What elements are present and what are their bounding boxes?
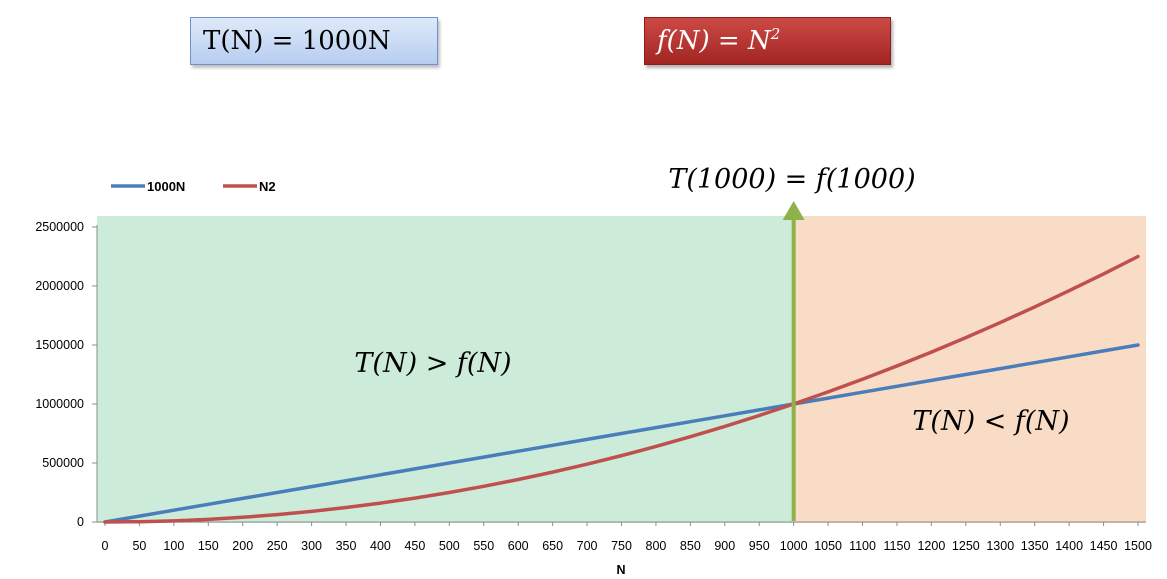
x-tick-label: 1300 — [986, 539, 1014, 553]
formula-t-box: T(N) = 1000N — [190, 17, 438, 65]
x-tick-label: 350 — [336, 539, 357, 553]
x-tick-label: 450 — [404, 539, 425, 553]
x-tick-label: 1350 — [1021, 539, 1049, 553]
x-tick-label: 50 — [132, 539, 146, 553]
x-tick-label: 1000 — [780, 539, 808, 553]
x-tick-label: 1450 — [1090, 539, 1118, 553]
formula-f-text: f(N) = N — [657, 26, 771, 56]
region-left — [97, 216, 794, 523]
y-tick-label: 2000000 — [35, 279, 84, 293]
y-tick-label: 500000 — [42, 456, 84, 470]
formula-t-text: T(N) = 1000N — [203, 26, 391, 56]
series-n2-line — [103, 254, 1140, 524]
x-tick-label: 0 — [102, 539, 109, 553]
x-tick-label: 1150 — [884, 539, 911, 553]
legend-entry-n2-label: N2 — [259, 179, 276, 194]
x-tick-label: 800 — [646, 539, 667, 553]
legend-entry-1000n-label: 1000N — [147, 179, 185, 194]
x-tick-label: 250 — [267, 539, 288, 553]
x-tick-label: 750 — [611, 539, 632, 553]
x-tick-label: 200 — [232, 539, 253, 553]
x-tick-label: 1250 — [952, 539, 980, 553]
x-tick-label: 500 — [439, 539, 460, 553]
x-tick-label: 650 — [542, 539, 563, 553]
x-tick-label: 1500 — [1124, 539, 1152, 553]
x-tick-label: 900 — [714, 539, 735, 553]
x-tick-label: 1100 — [849, 539, 876, 553]
y-tick-label: 0 — [77, 515, 84, 529]
x-tick-label: 850 — [680, 539, 701, 553]
formula-f-box: f(N) = N2 — [644, 17, 891, 65]
crossover-arrow-head — [782, 201, 805, 220]
x-tick-label: 950 — [749, 539, 770, 553]
x-tick-label: 550 — [473, 539, 494, 553]
series-1000n-line — [103, 343, 1140, 524]
formula-f-exponent: 2 — [770, 25, 781, 43]
x-tick-label: 150 — [198, 539, 219, 553]
x-tick-label: 1200 — [917, 539, 945, 553]
y-tick-label: 1500000 — [35, 338, 84, 352]
annotation-intersection: T(1000) = f(1000) — [668, 164, 915, 195]
y-tick-label: 2500000 — [35, 220, 84, 234]
annotation-left-region: T(N) > f(N) — [354, 348, 511, 379]
x-tick-label: 100 — [163, 539, 184, 553]
x-tick-label: 700 — [577, 539, 598, 553]
x-tick-label: 1400 — [1055, 539, 1083, 553]
region-right — [793, 216, 1146, 523]
x-axis-title: N — [616, 563, 625, 577]
y-tick-label: 1000000 — [35, 397, 84, 411]
annotation-right-region: T(N) < f(N) — [912, 406, 1069, 437]
x-tick-label: 400 — [370, 539, 391, 553]
x-tick-label: 1050 — [814, 539, 842, 553]
x-tick-label: 600 — [508, 539, 529, 553]
x-tick-label: 300 — [301, 539, 322, 553]
